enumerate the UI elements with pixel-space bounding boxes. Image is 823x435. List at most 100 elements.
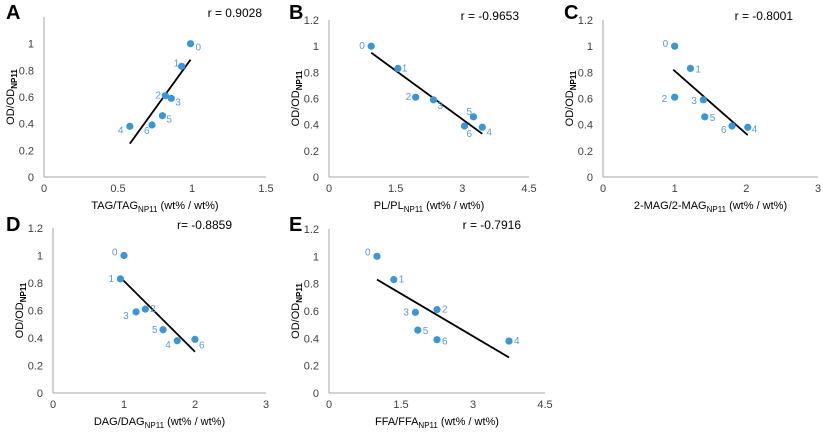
panel-b: B 0 0.2 0.4 0.6 0.8 1 1.2 0 1.5 3 4.5 PL/PLNP11 (wt… xyxy=(283,0,557,217)
scatter-chart-b: 0 0.2 0.4 0.6 0.8 1 1.2 0 1.5 3 4.5 PL/PLNP11 (wt% … xyxy=(290,9,537,214)
y-tick-label: 0.4 xyxy=(578,120,593,132)
data-point xyxy=(433,306,441,314)
data-point-label: 5 xyxy=(466,107,472,118)
data-point-label: 1 xyxy=(174,58,180,69)
trend-line xyxy=(672,69,749,136)
data-point-label: 3 xyxy=(175,97,181,108)
y-tick-label: 0.8 xyxy=(304,67,319,79)
x-axis-label: DAG/DAGNP11 (wt% / wt%) xyxy=(94,416,225,430)
trend-line xyxy=(119,276,196,353)
x-tick-label: 1.5 xyxy=(388,183,403,195)
x-tick-label: 1.5 xyxy=(393,399,408,411)
y-tick-label: 1 xyxy=(313,251,319,263)
data-point xyxy=(744,123,752,131)
data-point xyxy=(701,113,709,121)
y-tick-label: 0.6 xyxy=(578,94,593,106)
x-tick-label: 4.5 xyxy=(521,183,536,195)
data-point xyxy=(728,122,736,130)
y-tick-label: 0.6 xyxy=(304,306,319,318)
x-axis-label: 2-MAG/2-MAGNP11 (wt% / wt%) xyxy=(634,200,787,214)
x-tick-label: 2 xyxy=(192,399,198,411)
y-tick-label: 1 xyxy=(587,41,593,53)
data-point-label: 5 xyxy=(152,325,158,336)
x-tick-label: 1 xyxy=(672,183,678,195)
data-point-label: 0 xyxy=(112,248,118,259)
trend-line xyxy=(376,278,510,359)
data-point-label: 1 xyxy=(695,64,701,75)
data-point-label: 5 xyxy=(710,113,716,124)
data-point-label: 0 xyxy=(359,41,365,52)
x-tick-label: 1 xyxy=(189,183,195,195)
data-point-label: 4 xyxy=(486,127,492,138)
data-point-label: 1 xyxy=(402,63,408,74)
data-point-label: 3 xyxy=(123,311,129,322)
x-tick-label: 0 xyxy=(50,399,56,411)
x-tick-label: 3 xyxy=(263,399,269,411)
data-point xyxy=(433,336,441,344)
data-point-label: 6 xyxy=(199,340,205,351)
scatter-chart-d: 0 0.2 0.4 0.6 0.8 1 1.2 0 1 2 3 DAG/DAGNP11 (wt% / … xyxy=(14,218,269,430)
y-tick-label: 0.2 xyxy=(304,146,319,158)
data-point-label: 3 xyxy=(691,96,697,107)
y-tick-label: 0.8 xyxy=(304,279,319,291)
y-tick-label: 1.2 xyxy=(578,15,593,27)
correlation-label: r = -0.8001 xyxy=(735,9,794,23)
scatter-chart-c: 0 0.2 0.4 0.6 0.8 1 1.2 0 1 2 3 2-MAG/2-MAGNP11 (wt… xyxy=(564,9,821,214)
data-point-label: 3 xyxy=(403,307,409,318)
panel-label: E xyxy=(289,214,303,236)
data-point xyxy=(411,308,419,316)
data-point xyxy=(159,326,167,334)
data-point xyxy=(161,92,169,100)
data-point xyxy=(671,42,679,50)
x-tick-label: 3 xyxy=(470,399,476,411)
data-point xyxy=(478,123,486,131)
data-point-label: 4 xyxy=(165,340,171,351)
data-point-label: 4 xyxy=(752,124,758,135)
y-tick-label: 1.2 xyxy=(28,223,43,235)
data-point-label: 6 xyxy=(467,129,473,140)
y-tick-label: 0.6 xyxy=(28,306,43,318)
y-tick-label: 0.8 xyxy=(19,65,34,77)
x-tick-label: 0 xyxy=(600,183,606,195)
data-point xyxy=(367,42,375,50)
y-tick-label: 0.4 xyxy=(28,333,43,345)
panel-a: A 0 0.2 0.4 0.6 0.8 1 0 0.5 1 1.5 TAG/TAGNP11 (wt%… xyxy=(0,0,274,217)
data-point xyxy=(126,122,134,130)
data-point xyxy=(469,113,478,121)
correlation-label: r = -0.7916 xyxy=(463,218,522,232)
data-point-label: 2 xyxy=(662,94,668,105)
correlation-label: r = -0.9653 xyxy=(461,9,520,23)
data-point-label: 4 xyxy=(514,336,520,347)
x-tick-label: 1.5 xyxy=(258,183,273,195)
data-point xyxy=(429,96,438,104)
data-point xyxy=(394,64,402,73)
y-axis-label: OD/ODNP11 xyxy=(290,70,304,126)
y-tick-label: 0 xyxy=(313,172,319,184)
panel-d: D 0 0.2 0.4 0.6 0.8 1 1.2 0 1 2 3 DAG/DAGNP11 (wt% … xyxy=(0,214,274,435)
data-point-label: 5 xyxy=(423,326,429,337)
data-point xyxy=(699,96,707,104)
data-point xyxy=(173,337,181,345)
y-tick-label: 0 xyxy=(313,388,319,400)
data-point-label: 2 xyxy=(442,305,448,316)
y-axis-label: OD/ODNP11 xyxy=(14,282,28,338)
y-axis-label: OD/ODNP11 xyxy=(5,69,19,125)
scatter-chart-a: 0 0.2 0.4 0.6 0.8 1 0 0.5 1 1.5 TAG/TAGNP11 (wt% /… xyxy=(5,6,274,214)
x-tick-label: 3 xyxy=(815,183,821,195)
data-point xyxy=(671,93,679,101)
data-point xyxy=(186,40,195,48)
panel-label: B xyxy=(289,2,304,24)
x-tick-label: 0.5 xyxy=(110,183,125,195)
data-point xyxy=(167,94,175,102)
y-tick-label: 1 xyxy=(28,39,34,51)
y-tick-label: 0.4 xyxy=(304,120,319,132)
data-point-label: 0 xyxy=(365,247,371,258)
data-point xyxy=(141,305,149,313)
trend-line xyxy=(370,51,483,135)
trend-line xyxy=(129,59,192,145)
y-tick-label: 0.4 xyxy=(304,333,319,345)
data-point-label: 0 xyxy=(663,39,669,50)
data-point xyxy=(414,326,422,334)
data-point-label: 0 xyxy=(196,43,202,54)
data-point xyxy=(148,121,156,129)
